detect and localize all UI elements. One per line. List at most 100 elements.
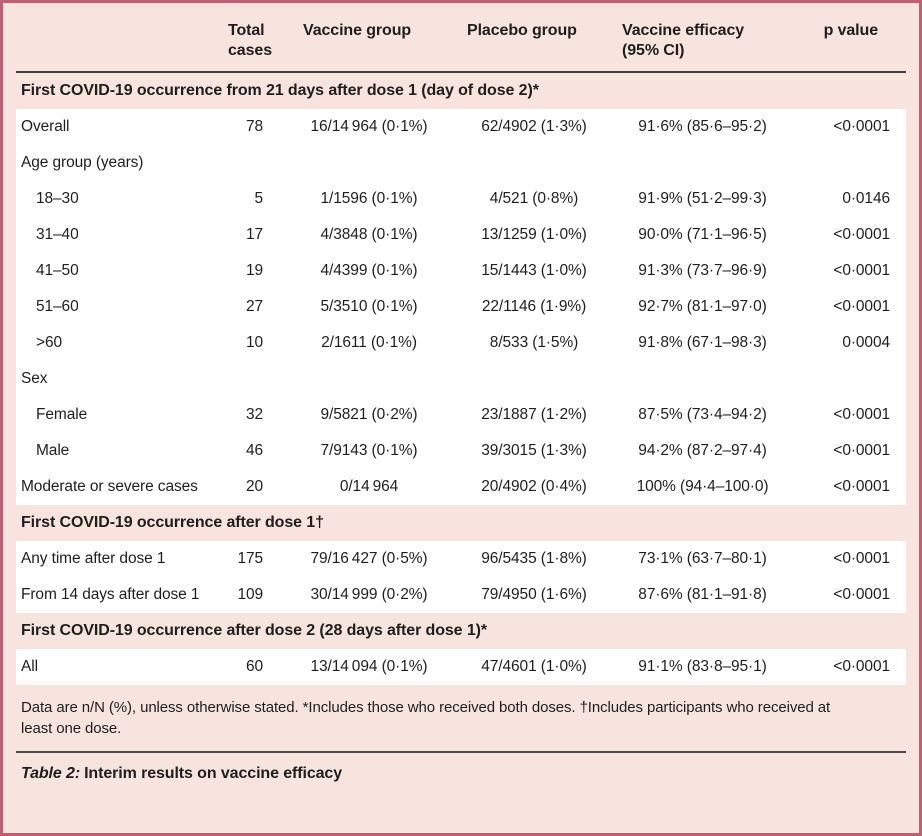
cell-placebo-group: 79/4950 (1·6%) bbox=[464, 577, 604, 613]
cell-placebo-group: 62/4902 (1·3%) bbox=[464, 109, 604, 145]
column-header-empty bbox=[16, 7, 204, 73]
cell-p-value: 0·0004 bbox=[801, 325, 906, 361]
cell-vaccine-efficacy: 87·6% (81·1–91·8) bbox=[604, 577, 801, 613]
cell-placebo-group: 15/1443 (1·0%) bbox=[464, 253, 604, 289]
table-row: Moderate or severe cases 20 0/14 964 20/… bbox=[16, 469, 906, 505]
cell-total-cases: 17 bbox=[204, 217, 274, 253]
cell-vaccine-group: 79/16 427 (0·5%) bbox=[274, 541, 464, 577]
table-row: From 14 days after dose 1 109 30/14 999 … bbox=[16, 577, 906, 613]
cell-label: Moderate or severe cases bbox=[16, 469, 204, 505]
section-header-text: First COVID-19 occurrence after dose 2 (… bbox=[21, 622, 487, 639]
cell-total-cases: 109 bbox=[204, 577, 274, 613]
cell-placebo-group: 23/1887 (1·2%) bbox=[464, 397, 604, 433]
cell-p-value: <0·0001 bbox=[801, 433, 906, 469]
column-header-p-value: p value bbox=[801, 7, 906, 73]
column-header-line: (95% CI) bbox=[622, 42, 685, 59]
cell-vaccine-efficacy: 91·3% (73·7–96·9) bbox=[604, 253, 801, 289]
cell-label: Female bbox=[16, 397, 204, 433]
cell-vaccine-efficacy: 90·0% (71·1–96·5) bbox=[604, 217, 801, 253]
cell-placebo-group: 20/4902 (0·4%) bbox=[464, 469, 604, 505]
column-header-line: Vaccine efficacy bbox=[622, 22, 745, 39]
cell-total-cases: 27 bbox=[204, 289, 274, 325]
cell-label: 41–50 bbox=[16, 253, 204, 289]
column-header-total-cases: Total cases bbox=[204, 7, 274, 73]
cell-label: Male bbox=[16, 433, 204, 469]
table-row: >60 10 2/1611 (0·1%) 8/533 (1·5%) 91·8% … bbox=[16, 325, 906, 361]
table-footnote: Data are n/N (%), unless otherwise state… bbox=[21, 699, 831, 737]
cell-label: Overall bbox=[16, 109, 204, 145]
cell-total-cases: 19 bbox=[204, 253, 274, 289]
column-header-line: cases bbox=[228, 42, 272, 59]
cell-label: Any time after dose 1 bbox=[16, 541, 204, 577]
cell-vaccine-group bbox=[274, 361, 464, 397]
cell-placebo-group: 96/5435 (1·8%) bbox=[464, 541, 604, 577]
cell-vaccine-group: 16/14 964 (0·1%) bbox=[274, 109, 464, 145]
cell-vaccine-group: 0/14 964 bbox=[274, 469, 464, 505]
cell-label: Age group (years) bbox=[16, 145, 204, 181]
section-after-dose2: First COVID-19 occurrence after dose 2 (… bbox=[16, 613, 906, 685]
table-caption-title: Interim results on vaccine efficacy bbox=[84, 765, 343, 782]
section-header-text: First COVID-19 occurrence from 21 days a… bbox=[21, 82, 539, 99]
cell-vaccine-group: 5/3510 (0·1%) bbox=[274, 289, 464, 325]
cell-vaccine-efficacy: 100% (94·4–100·0) bbox=[604, 469, 801, 505]
cell-placebo-group: 4/521 (0·8%) bbox=[464, 181, 604, 217]
table-row: Female 32 9/5821 (0·2%) 23/1887 (1·2%) 8… bbox=[16, 397, 906, 433]
cell-label: >60 bbox=[16, 325, 204, 361]
table-row: Any time after dose 1 175 79/16 427 (0·5… bbox=[16, 541, 906, 577]
table-row: 18–30 5 1/1596 (0·1%) 4/521 (0·8%) 91·9%… bbox=[16, 181, 906, 217]
cell-p-value: <0·0001 bbox=[801, 253, 906, 289]
cell-label: All bbox=[16, 649, 204, 685]
cell-p-value: <0·0001 bbox=[801, 217, 906, 253]
cell-vaccine-group bbox=[274, 145, 464, 181]
column-header-placebo-group: Placebo group bbox=[464, 7, 604, 73]
cell-vaccine-group: 7/9143 (0·1%) bbox=[274, 433, 464, 469]
cell-p-value bbox=[801, 145, 906, 181]
cell-vaccine-group: 4/3848 (0·1%) bbox=[274, 217, 464, 253]
section-dose1-21days: First COVID-19 occurrence from 21 days a… bbox=[16, 72, 906, 505]
cell-p-value: <0·0001 bbox=[801, 469, 906, 505]
cell-vaccine-efficacy: 91·8% (67·1–98·3) bbox=[604, 325, 801, 361]
column-header-vaccine-group: Vaccine group bbox=[274, 7, 464, 73]
cell-p-value: <0·0001 bbox=[801, 541, 906, 577]
cell-total-cases: 46 bbox=[204, 433, 274, 469]
cell-p-value: <0·0001 bbox=[801, 109, 906, 145]
cell-p-value bbox=[801, 361, 906, 397]
cell-vaccine-efficacy bbox=[604, 361, 801, 397]
cell-placebo-group bbox=[464, 361, 604, 397]
cell-label: 18–30 bbox=[16, 181, 204, 217]
table-row: Overall 78 16/14 964 (0·1%) 62/4902 (1·3… bbox=[16, 109, 906, 145]
section-header-row: First COVID-19 occurrence after dose 2 (… bbox=[16, 613, 906, 649]
caption-divider bbox=[16, 751, 906, 753]
section-after-dose1: First COVID-19 occurrence after dose 1† … bbox=[16, 505, 906, 613]
cell-placebo-group: 39/3015 (1·3%) bbox=[464, 433, 604, 469]
cell-placebo-group: 22/1146 (1·9%) bbox=[464, 289, 604, 325]
cell-vaccine-efficacy: 87·5% (73·4–94·2) bbox=[604, 397, 801, 433]
cell-vaccine-efficacy: 94·2% (87·2–97·4) bbox=[604, 433, 801, 469]
cell-label: 51–60 bbox=[16, 289, 204, 325]
cell-total-cases: 78 bbox=[204, 109, 274, 145]
table-row-group-label: Age group (years) bbox=[16, 145, 906, 181]
cell-placebo-group: 13/1259 (1·0%) bbox=[464, 217, 604, 253]
section-header-text: First COVID-19 occurrence after dose 1† bbox=[21, 514, 324, 531]
table-row: 41–50 19 4/4399 (0·1%) 15/1443 (1·0%) 91… bbox=[16, 253, 906, 289]
cell-vaccine-efficacy: 91·6% (85·6–95·2) bbox=[604, 109, 801, 145]
cell-total-cases bbox=[204, 361, 274, 397]
table-row: 51–60 27 5/3510 (0·1%) 22/1146 (1·9%) 92… bbox=[16, 289, 906, 325]
cell-placebo-group bbox=[464, 145, 604, 181]
cell-total-cases: 175 bbox=[204, 541, 274, 577]
column-header-vaccine-efficacy: Vaccine efficacy (95% CI) bbox=[604, 7, 801, 73]
cell-vaccine-group: 1/1596 (0·1%) bbox=[274, 181, 464, 217]
table-row: Male 46 7/9143 (0·1%) 39/3015 (1·3%) 94·… bbox=[16, 433, 906, 469]
cell-vaccine-efficacy: 73·1% (63·7–80·1) bbox=[604, 541, 801, 577]
table-caption-number: Table 2: bbox=[21, 765, 81, 782]
cell-total-cases bbox=[204, 145, 274, 181]
cell-vaccine-efficacy bbox=[604, 145, 801, 181]
cell-vaccine-group: 2/1611 (0·1%) bbox=[274, 325, 464, 361]
cell-placebo-group: 8/533 (1·5%) bbox=[464, 325, 604, 361]
table-row: All 60 13/14 094 (0·1%) 47/4601 (1·0%) 9… bbox=[16, 649, 906, 685]
cell-vaccine-group: 9/5821 (0·2%) bbox=[274, 397, 464, 433]
cell-label: Sex bbox=[16, 361, 204, 397]
cell-label: From 14 days after dose 1 bbox=[16, 577, 204, 613]
table-row-group-label: Sex bbox=[16, 361, 906, 397]
